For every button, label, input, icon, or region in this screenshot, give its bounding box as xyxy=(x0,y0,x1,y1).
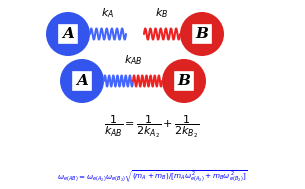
FancyBboxPatch shape xyxy=(193,25,211,43)
Circle shape xyxy=(162,59,206,103)
Text: A: A xyxy=(76,74,88,88)
Text: B: B xyxy=(178,74,190,88)
Text: $\omega_{e(AB)} = \omega_{e(A_2)}\omega_{e(B_2)}\sqrt{(m_A+m_B)/[m_A\omega_{e(A_: $\omega_{e(AB)} = \omega_{e(A_2)}\omega_… xyxy=(56,168,247,184)
Text: B: B xyxy=(196,27,208,41)
Text: $k_{AB}$: $k_{AB}$ xyxy=(124,53,142,67)
Circle shape xyxy=(60,59,104,103)
Circle shape xyxy=(46,12,90,56)
Circle shape xyxy=(180,12,224,56)
Text: A: A xyxy=(62,27,74,41)
Text: $k_A$: $k_A$ xyxy=(101,6,115,20)
FancyBboxPatch shape xyxy=(59,25,77,43)
Text: $\dfrac{1}{k_{AB}} = \dfrac{1}{2k_{A_2}} + \dfrac{1}{2k_{B_2}}$: $\dfrac{1}{k_{AB}} = \dfrac{1}{2k_{A_2}}… xyxy=(104,114,199,140)
FancyBboxPatch shape xyxy=(73,72,91,90)
Text: $k_B$: $k_B$ xyxy=(155,6,169,20)
FancyBboxPatch shape xyxy=(175,72,193,90)
